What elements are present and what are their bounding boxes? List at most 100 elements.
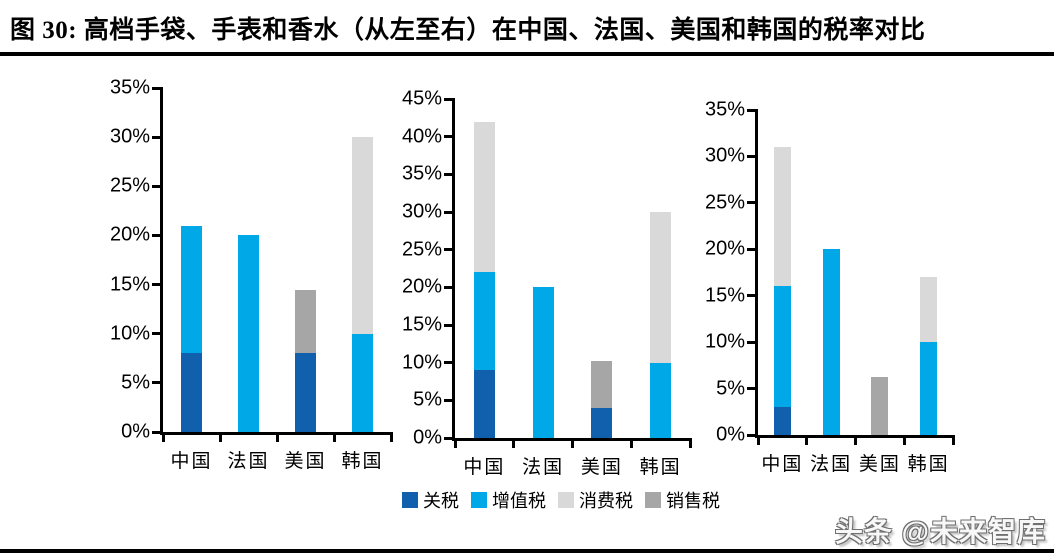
bar-vat-韩国 — [920, 342, 938, 435]
bar-tariff-美国 — [591, 407, 613, 438]
y-axis-tick — [444, 210, 455, 214]
bottom-rule — [0, 549, 1054, 553]
y-tick-label: 20% — [109, 223, 150, 246]
bar-vat-中国 — [181, 225, 202, 354]
y-axis-tick — [747, 247, 758, 251]
y-tick-label: 15% — [109, 273, 150, 296]
bar-vat-法国 — [532, 287, 554, 438]
bar-vat-法国 — [822, 249, 840, 435]
legend-label-tariff: 关税 — [423, 491, 459, 511]
y-axis-tick — [152, 381, 163, 385]
bar-sales-美国 — [591, 361, 613, 408]
bar-vat-中国 — [473, 272, 495, 371]
x-category-label: 韩国 — [341, 451, 384, 472]
bar-vat-法国 — [238, 235, 259, 432]
bar-vat-韩国 — [650, 362, 672, 438]
x-axis-tick — [453, 438, 457, 448]
legend-item-vat: 增值税 — [471, 487, 546, 513]
bar-consumption-中国 — [773, 147, 791, 287]
x-category-label: 美国 — [858, 454, 901, 475]
bars-layer — [758, 110, 953, 435]
x-category-label: 法国 — [522, 457, 565, 478]
bar-slot-韩国 — [334, 88, 391, 432]
x-category-label: 中国 — [761, 454, 804, 475]
y-axis-tick — [444, 361, 455, 365]
bar-vat-韩国 — [352, 333, 373, 432]
x-axis-tick — [854, 435, 857, 445]
y-tick-label: 40% — [401, 125, 442, 148]
x-axis-tick — [218, 432, 222, 442]
legend-swatch-tariff — [402, 492, 418, 508]
bar-consumption-中国 — [473, 121, 495, 273]
x-axis-tick — [389, 432, 393, 442]
charts-area: 0% 5% 10% 15% 20% 25% 30% 35% 中国 法国 美国 韩国 0% 5% 10% 15%… — [0, 75, 1054, 478]
x-axis-tick — [902, 435, 906, 445]
bar-tariff-中国 — [181, 353, 202, 432]
bars-layer — [163, 88, 391, 432]
bar-slot-法国 — [220, 88, 277, 432]
x-axis-tick — [951, 435, 955, 445]
y-axis-tick — [747, 108, 758, 112]
bar-slot-韩国 — [904, 110, 953, 435]
y-tick-label: 25% — [401, 238, 442, 261]
bar-tariff-美国 — [295, 353, 316, 432]
y-tick-label: 10% — [109, 322, 150, 345]
x-axis-tick — [629, 438, 633, 448]
bar-consumption-韩国 — [920, 277, 938, 343]
x-axis-tick — [512, 438, 516, 448]
x-category-label: 美国 — [580, 457, 623, 478]
bar-tariff-中国 — [473, 370, 495, 438]
bar-tariff-中国 — [773, 407, 791, 435]
bar-slot-法国 — [514, 99, 573, 438]
y-tick-label: 30% — [704, 144, 745, 167]
legend-item-tariff: 关税 — [402, 487, 459, 513]
bar-slot-美国 — [277, 88, 334, 432]
y-axis-tick — [152, 430, 163, 434]
y-tick-label: 10% — [704, 330, 745, 353]
y-tick-label: 35% — [109, 76, 150, 99]
x-category-label: 法国 — [810, 454, 853, 475]
x-axis-tick — [275, 432, 279, 442]
legend-label-sales: 销售税 — [666, 491, 720, 511]
y-tick-label: 15% — [401, 313, 442, 336]
x-category-label: 法国 — [227, 451, 270, 472]
y-axis-tick — [747, 154, 758, 158]
bar-vat-中国 — [773, 286, 791, 408]
bar-consumption-韩国 — [352, 137, 373, 334]
y-axis-tick — [444, 248, 455, 252]
title-divider-rule — [0, 52, 1054, 56]
y-axis-tick — [444, 398, 455, 402]
figure-title: 图 30: 高档手袋、手表和香水（从左至右）在中国、法国、美国和韩国的税率对比 — [10, 17, 926, 44]
legend-label-consumption: 消费税 — [579, 491, 633, 511]
x-axis-tick — [332, 432, 336, 442]
bar-slot-中国 — [455, 99, 514, 438]
y-axis-tick — [444, 135, 455, 139]
y-axis-tick — [444, 323, 455, 327]
bar-slot-中国 — [163, 88, 220, 432]
bar-slot-中国 — [758, 110, 807, 435]
y-tick-label: 5% — [121, 371, 150, 394]
chart-handbags: 0% 5% 10% 15% 20% 25% 30% 35% 中国 法国 美国 韩国 — [110, 77, 393, 472]
bar-sales-美国 — [295, 290, 316, 354]
y-axis-tick — [444, 97, 455, 101]
y-tick-label: 20% — [401, 275, 442, 298]
legend-label-vat: 增值税 — [492, 491, 546, 511]
chart-watches: 0% 5% 10% 15% 20% 25% 30% 35% 40% 45% 中国 法国 美国 韩国 — [402, 88, 692, 478]
y-tick-label: 45% — [401, 87, 442, 110]
legend-swatch-consumption — [558, 492, 574, 508]
y-tick-label: 15% — [704, 284, 745, 307]
y-axis-tick — [152, 135, 163, 139]
legend-swatch-vat — [471, 492, 487, 508]
bar-slot-韩国 — [631, 99, 690, 438]
y-tick-label: 25% — [109, 174, 150, 197]
bar-consumption-韩国 — [650, 212, 672, 363]
y-axis-tick — [747, 340, 758, 344]
y-tick-label: 5% — [413, 388, 442, 411]
bar-sales-美国 — [871, 376, 889, 435]
y-tick-label: 20% — [704, 237, 745, 260]
y-axis-tick — [444, 172, 455, 176]
x-axis-tick — [161, 432, 165, 442]
y-axis-tick — [152, 184, 163, 188]
y-axis-tick — [747, 201, 758, 205]
